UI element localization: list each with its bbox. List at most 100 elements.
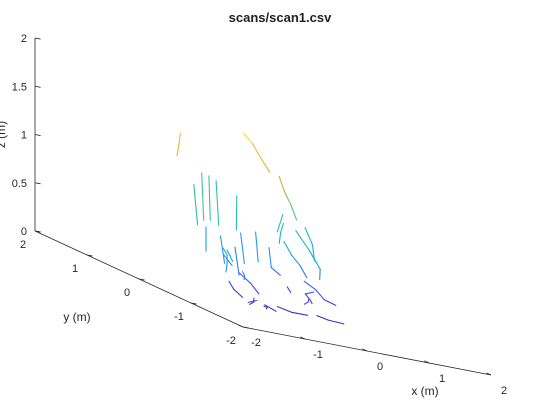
trace-segment [319,268,321,280]
trace-segment [219,235,226,264]
z-axis-label: z (m) [0,121,8,148]
trace-segment [225,263,228,273]
scan-trace [243,133,271,173]
trace-segment [279,222,284,234]
scan-traces [176,132,345,325]
y-tick-label: 1 [72,263,78,275]
z-tick-label: 2 [21,33,27,45]
scan-trace [295,230,321,280]
scan-trace [263,305,268,310]
y-tick-mark [190,302,197,305]
scan-trace [219,235,226,264]
scan-trace [242,271,246,281]
trace-segment [250,282,260,295]
trace-segment [323,299,337,306]
trace-segment [278,175,286,194]
trace-segment [295,230,310,252]
y-tick-label: -1 [174,311,184,323]
x-tick-mark [486,372,492,376]
trace-segment [316,315,329,321]
trace-segment [304,227,313,246]
z-tick-label: 0 [21,226,27,238]
scan-trace [283,240,308,279]
y-tick-label: -2 [226,335,236,347]
trace-segment [208,175,211,221]
trace-segment [276,213,284,233]
trace-segment [311,244,316,262]
trace-segment [299,265,308,279]
trace-segment [303,301,309,305]
trace-segment [264,304,277,312]
z-tick-mark [34,134,41,136]
scan-trace [215,180,220,226]
axes [34,37,492,376]
trace-segment [193,184,199,226]
scan-trace [264,304,277,312]
trace-segment [303,280,317,291]
scan-trace [304,227,316,262]
scan-trace [268,247,281,276]
scan-trace [316,315,345,325]
trace-segment [249,301,255,305]
z-tick-mark [34,182,41,185]
trace-segment [304,293,311,301]
trace-segment [240,232,245,265]
x-tick-label: -2 [251,337,261,349]
trace-segment [235,195,238,231]
x-tick-label: -1 [313,349,323,361]
scan-trace [238,272,260,295]
y-tick-label: 2 [20,239,26,251]
x-tick-label: 1 [439,373,445,385]
x-tick-mark [424,360,430,364]
trace-segment [243,133,254,145]
scan-trace [278,222,284,244]
scan-trace [201,172,205,221]
scan-trace [247,299,258,303]
z-tick-label: 1 [21,130,27,142]
trace-segment [226,249,234,262]
trace-segment [238,272,252,284]
x-tick-label: 2 [501,385,507,397]
trace-segment [222,247,228,256]
trace-segment [283,240,293,256]
scan-trace [176,132,181,157]
trace-segment [260,157,271,173]
x-tick-mark [300,336,306,340]
y-tick-mark [86,254,93,257]
x-tick-label: 0 [377,361,383,373]
scan-trace [278,175,298,221]
chart-title: scans/scan1.csv [228,10,332,25]
trace-segment [286,286,292,294]
scan-trace [226,249,234,262]
trace-segment [228,280,235,290]
scan-trace [228,280,244,298]
trace-segment [226,259,233,267]
scan-trace [304,291,315,305]
y-tick-mark [138,278,145,281]
trace-segment [290,203,298,221]
trace-segment [291,254,301,267]
scan-trace [276,213,284,233]
scan-trace [303,297,310,305]
trace-segment [201,172,205,221]
scan-trace [240,232,245,265]
scan-trace [208,175,211,221]
trace-segment [291,311,309,316]
trace-segment [284,192,292,205]
z-tick-label: 0.5 [12,178,27,190]
z-tick-mark [34,37,41,40]
x-tick-mark [238,324,244,328]
trace-segment [234,246,240,276]
trace-segment [278,232,282,244]
trace-segment [233,288,244,298]
trace-segment [270,267,281,276]
trace-segment [247,299,258,303]
trace-segment [268,247,272,269]
x-axis-label: x (m) [411,384,438,398]
scan-trace [234,246,240,276]
trace-segment [242,271,246,277]
trace-segment [176,142,180,157]
